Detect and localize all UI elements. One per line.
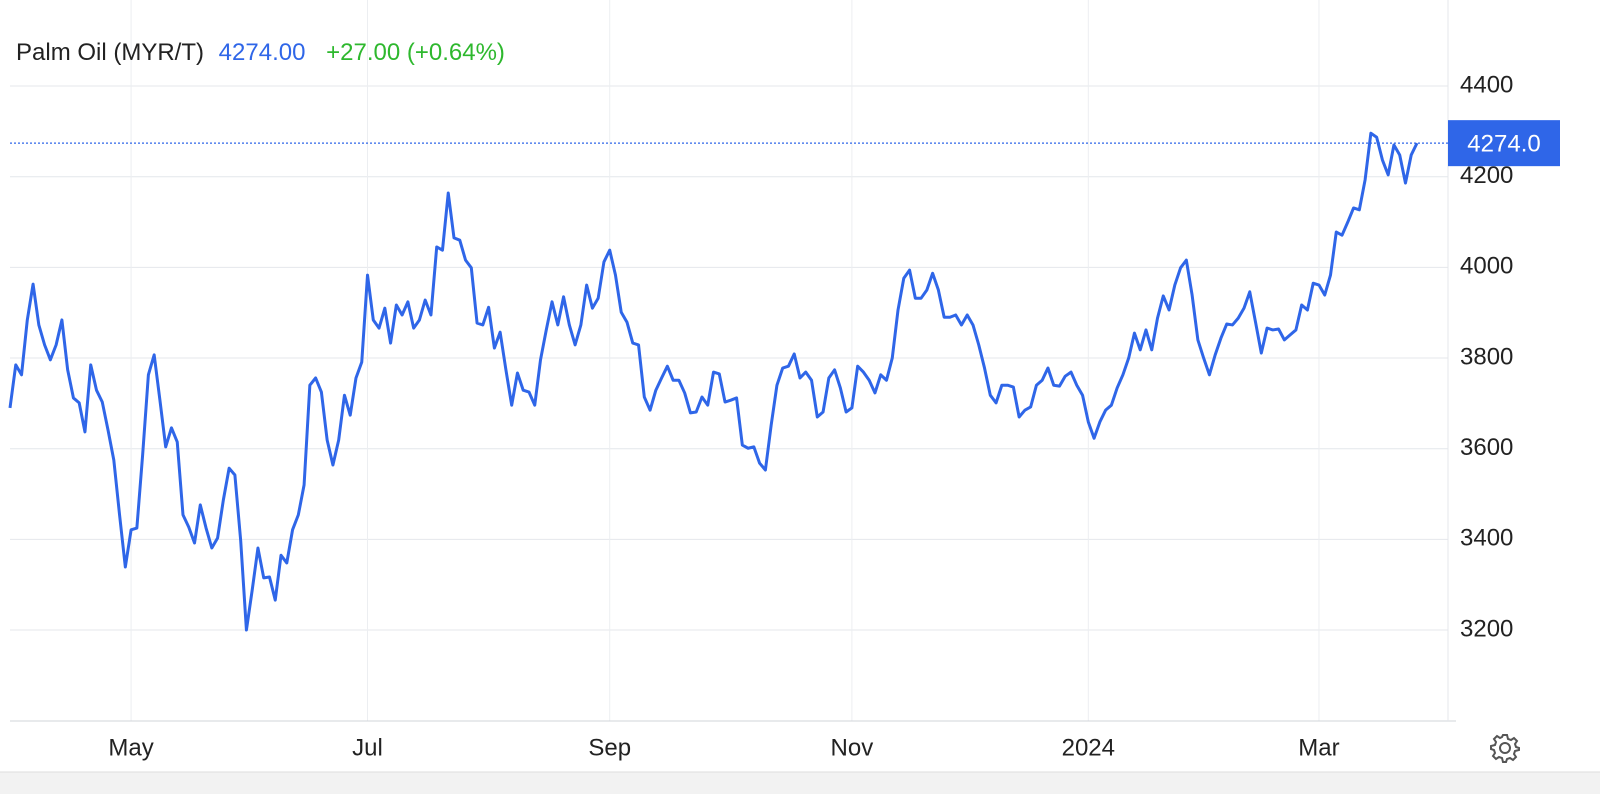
x-tick-label: 2024: [1062, 734, 1115, 761]
footer-band: [0, 772, 1600, 794]
x-tick-label: Sep: [588, 734, 631, 761]
grid: [10, 0, 1448, 721]
settings-icon[interactable]: [1490, 734, 1520, 763]
x-tick-label: Mar: [1298, 734, 1339, 761]
x-tick-label: Jul: [352, 734, 383, 761]
price: 4274.00: [219, 39, 306, 66]
y-tick-label: 3600: [1460, 434, 1513, 461]
change: +27.00 (+0.64%): [326, 39, 505, 66]
price-line: [8, 131, 1419, 632]
x-tick-label: May: [108, 734, 153, 761]
y-tick-label: 4000: [1460, 253, 1513, 280]
plot: [8, 131, 1448, 632]
x-tick-label: Nov: [831, 734, 874, 761]
header: Palm Oil (MYR/T) 4274.00 +27.00 (+0.64%): [16, 39, 505, 66]
y-tick-label: 3400: [1460, 525, 1513, 552]
y-tick-label: 3800: [1460, 343, 1513, 370]
last-price-badge: [1448, 120, 1560, 167]
title: Palm Oil (MYR/T): [16, 39, 204, 66]
last-price-label: 4274.0: [1467, 130, 1540, 157]
y-tick-label: 3200: [1460, 615, 1513, 642]
y-tick-label: 4400: [1460, 71, 1513, 98]
y-tick-label: 4200: [1460, 162, 1513, 189]
